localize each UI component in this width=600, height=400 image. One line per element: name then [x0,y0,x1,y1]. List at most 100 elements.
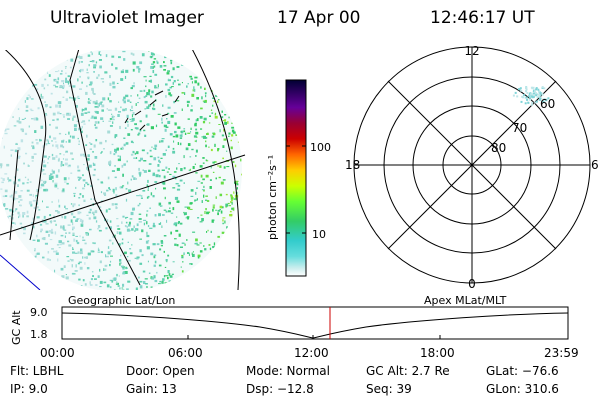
aurora-pixel [170,115,174,118]
aurora-pixel [239,253,242,256]
aurora-pixel [187,143,191,146]
aurora-pixel [151,63,154,65]
aurora-pixel [218,271,221,274]
aurora-pixel [88,217,91,220]
aurora-pixel [206,286,210,289]
aurora-pixel [210,86,214,89]
aurora-pixel [165,210,168,213]
aurora-pixel [36,54,38,57]
aurora-pixel [13,261,15,263]
aurora-pixel [26,182,29,184]
aurora-pixel [150,66,153,69]
aurora-pixel [165,126,169,128]
aurora-pixel [236,241,240,244]
aurora-pixel [219,248,221,251]
aurora-pixel [163,235,167,237]
aurora-pixel [2,119,4,123]
aurora-pixel [130,52,133,55]
aurora-pixel [26,97,29,100]
aurora-pixel [116,281,118,284]
aurora-pixel [210,109,213,111]
aurora-pixel [193,135,197,138]
aurora-pixel [241,173,242,176]
aurora-pixel [157,87,159,89]
aurora-pixel [45,104,48,107]
aurora-pixel [89,99,92,102]
aurora-pixel [2,278,5,280]
aurora-pixel [70,259,74,262]
aurora-pixel [90,51,92,53]
aurora-pixel [134,228,138,230]
aurora-pixel [155,187,157,190]
aurora-pixel [54,182,58,185]
aurora-pixel [59,50,61,54]
aurora-pixel [102,97,106,101]
aurora-pixel [144,134,147,137]
aurora-pixel [239,107,242,110]
aurora-pixel [217,165,219,167]
aurora-pixel [19,198,23,201]
aurora-pixel [103,192,106,195]
aurora-pixel [75,264,77,268]
aurora-pixel [138,68,141,71]
timeline-x-tick: 12:00 [294,346,329,360]
aurora-pixel [207,267,211,269]
aurora-pixel [230,284,234,286]
aurora-pixel [72,135,75,139]
aurora-pixel [250,119,251,121]
aurora-pixel [159,161,161,164]
aurora-pixel [39,282,41,285]
aurora-pixel [219,272,220,274]
aurora-pixel [243,220,246,222]
aurora-pixel [127,241,129,243]
aurora-pixel [196,118,199,122]
aurora-pixel [52,112,56,116]
aurora-pixel [61,70,63,73]
aurora-pixel [50,231,54,234]
aurora-pixel [89,148,92,150]
aurora-pixel [10,280,12,283]
aurora-pixel [112,242,114,245]
aurora-pixel [161,280,164,284]
aurora-pixel [61,242,65,245]
aurora-pixel [4,132,8,135]
polar-aurora-pixel [525,90,527,93]
aurora-pixel [162,181,166,185]
aurora-pixel [108,109,112,111]
aurora-pixel [14,260,16,262]
aurora-pixel [191,81,193,84]
aurora-pixel [220,206,224,209]
aurora-pixel [36,189,40,193]
aurora-pixel [143,76,147,78]
aurora-pixel [48,286,51,289]
aurora-pixel [174,177,177,180]
aurora-pixel [210,165,212,169]
aurora-pixel [246,52,248,54]
aurora-pixel [245,206,247,207]
aurora-pixel [239,274,242,277]
aurora-pixel [115,67,118,70]
aurora-pixel [34,77,37,81]
polar-aurora-pixel [526,91,529,94]
aurora-pixel [148,163,152,165]
aurora-pixel [179,179,183,182]
aurora-pixel [197,82,200,86]
aurora-pixel [230,197,234,200]
polar-aurora-pixel [538,95,541,98]
aurora-pixel [95,139,98,142]
aurora-pixel [128,221,131,225]
aurora-pixel [93,64,97,67]
aurora-pixel [86,134,88,138]
aurora-pixel [29,193,32,196]
aurora-pixel [93,168,96,171]
aurora-pixel [58,204,61,208]
aurora-pixel [123,143,126,147]
aurora-pixel [201,136,204,138]
aurora-pixel [192,251,194,253]
aurora-pixel [58,157,60,161]
aurora-pixel [118,101,120,103]
aurora-pixel [222,219,224,222]
aurora-pixel [62,96,65,98]
aurora-pixel [109,164,111,167]
lon-line [0,154,246,236]
